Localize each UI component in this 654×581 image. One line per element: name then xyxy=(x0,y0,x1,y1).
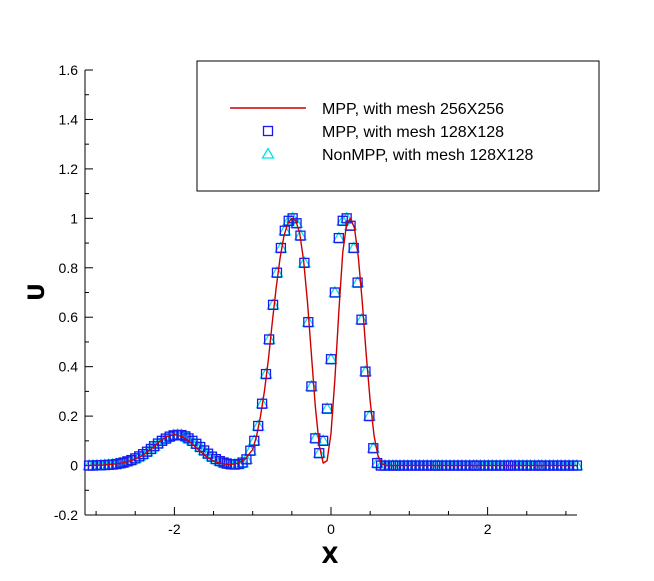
square-marker xyxy=(333,232,344,244)
legend-label: NonMPP, with mesh 128X128 xyxy=(322,147,533,164)
y-tick-label: 0.8 xyxy=(59,260,79,276)
square-marker xyxy=(145,443,157,455)
square-marker xyxy=(291,218,302,229)
y-tick-label: 1.2 xyxy=(59,161,79,177)
legend: MPP, with mesh 256X256 MPP, with mesh 128… xyxy=(196,60,600,192)
y-tick-label: 0 xyxy=(70,458,78,474)
legend-entry: MPP, with mesh 128X128 xyxy=(262,124,504,141)
x-tick-label: 0 xyxy=(327,521,335,537)
square-marker xyxy=(352,277,363,288)
square-marker xyxy=(310,433,321,444)
series-line xyxy=(84,217,577,467)
square-marker xyxy=(306,381,317,392)
y-tick-label: 0.2 xyxy=(59,408,79,424)
y-tick-label: 0.4 xyxy=(59,359,79,375)
y-axis-title: U xyxy=(25,283,50,301)
x-axis-title: X xyxy=(322,544,339,569)
legend-label: MPP, with mesh 128X128 xyxy=(322,124,504,141)
square-marker xyxy=(364,410,375,422)
legend-square-swatch xyxy=(262,125,274,137)
square-marker xyxy=(360,366,371,377)
legend-label: MPP, with mesh 256X256 xyxy=(322,101,504,118)
square-marker xyxy=(321,403,333,414)
y-tick-label: 1.4 xyxy=(59,111,79,127)
y-tick-label: 1 xyxy=(70,210,78,226)
square-marker xyxy=(368,443,379,454)
y-tick-label: 1.6 xyxy=(59,62,79,78)
x-tick-label: 2 xyxy=(484,521,492,537)
square-marker xyxy=(245,445,256,456)
series-line xyxy=(84,217,577,467)
y-tick-label: -0.2 xyxy=(54,507,78,523)
x-tick-label: -2 xyxy=(168,521,181,537)
legend-entry: MPP, with mesh 256X256 xyxy=(230,101,504,118)
square-marker xyxy=(348,242,359,254)
legend-entry: NonMPP, with mesh 128X128 xyxy=(261,147,533,164)
square-marker xyxy=(263,334,275,345)
square-marker xyxy=(356,314,367,325)
plot-area: -0.2 0 0.2 0.4 0.6 0.8 1 1.2 1.4 1.6 -2 0 2 xyxy=(54,62,584,537)
legend-triangle-swatch xyxy=(261,147,275,159)
y-tick-label: 0.6 xyxy=(59,309,79,325)
